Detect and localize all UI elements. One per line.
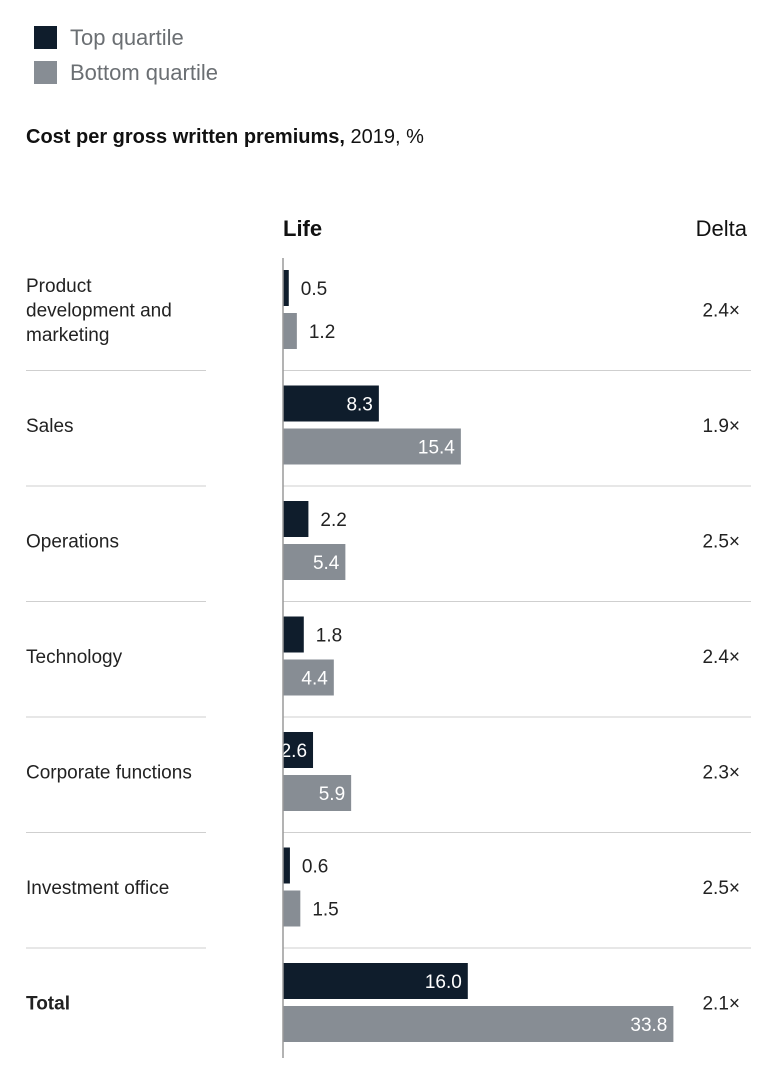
bar-top-quartile (283, 385, 379, 422)
chart-title-rest: 2019, % (344, 126, 424, 148)
value-label: 2.2 (320, 510, 346, 531)
category-label: Corporate functions (26, 763, 192, 784)
legend-item-bottom-quartile: Bottom quartile (34, 55, 218, 90)
value-label: 15.4 (418, 438, 455, 459)
value-label: 0.5 (301, 279, 327, 300)
delta-value: 2.5× (702, 532, 740, 553)
category-label: Technology (26, 647, 123, 668)
legend-label-top-quartile: Top quartile (70, 24, 184, 50)
bar-bottom-quartile (283, 775, 352, 811)
value-label: 5.9 (319, 784, 345, 805)
category-label: Product development and marketing (26, 276, 172, 346)
value-label: 2.6 (281, 741, 307, 762)
bar-top-quartile (283, 732, 314, 768)
bar-bottom-quartile (283, 890, 301, 927)
value-label: 5.4 (313, 553, 340, 574)
delta-value: 1.9× (702, 416, 740, 437)
bar-bottom-quartile (283, 428, 461, 465)
bar-bottom-quartile (283, 1006, 674, 1042)
column-header-delta: Delta (696, 216, 748, 241)
bar-bottom-quartile (283, 313, 297, 349)
bar-top-quartile (283, 501, 309, 537)
legend-item-top-quartile: Top quartile (34, 20, 218, 55)
value-label: 0.6 (302, 857, 328, 878)
bar-top-quartile (283, 616, 304, 653)
legend-label-bottom-quartile: Bottom quartile (70, 59, 218, 85)
legend-swatch-bottom-quartile (34, 61, 57, 84)
chart-title: Cost per gross written premiums, 2019, % (26, 126, 424, 149)
bar-top-quartile (283, 270, 289, 306)
column-header-life: Life (283, 216, 322, 241)
legend: Top quartile Bottom quartile (34, 20, 218, 90)
value-label: 1.8 (316, 626, 342, 647)
category-label: Investment office (26, 878, 169, 899)
bar-top-quartile (283, 963, 468, 999)
category-label: Total (26, 994, 70, 1015)
legend-swatch-top-quartile (34, 26, 57, 49)
bar-bottom-quartile (283, 544, 346, 580)
bar-bottom-quartile (283, 659, 334, 696)
value-label: 1.2 (309, 322, 335, 343)
delta-value: 2.5× (702, 878, 740, 899)
value-label: 8.3 (346, 395, 372, 416)
delta-value: 2.4× (702, 647, 740, 668)
delta-value: 2.4× (702, 301, 740, 322)
value-label: 33.8 (630, 1015, 667, 1036)
value-label: 1.5 (312, 900, 338, 921)
bar-top-quartile (283, 847, 290, 884)
value-label: 4.4 (301, 669, 328, 690)
chart-title-bold: Cost per gross written premiums, (26, 126, 345, 148)
delta-value: 2.1× (702, 994, 740, 1015)
category-label: Operations (26, 532, 119, 553)
value-label: 16.0 (425, 972, 462, 993)
category-label: Sales (26, 416, 74, 437)
delta-value: 2.3× (702, 763, 740, 784)
